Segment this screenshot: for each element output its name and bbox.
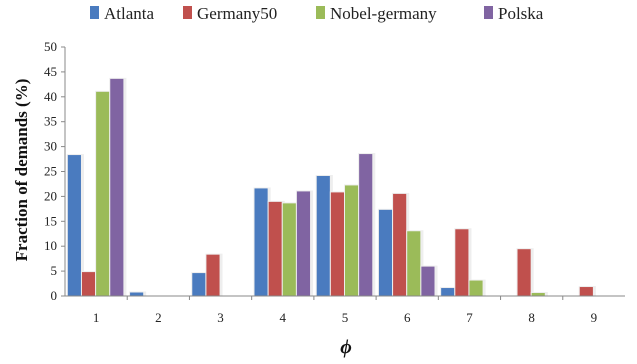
bar-atlanta-5 [316, 175, 330, 296]
bar-nobel-germany-6 [407, 231, 421, 296]
x-tick-label: 9 [591, 310, 598, 325]
bar-germany50-3 [206, 254, 220, 296]
y-tick-label: 50 [44, 39, 57, 54]
x-tick-label: 6 [404, 310, 411, 325]
y-tick-label: 45 [44, 64, 57, 79]
bar-germany50-4 [268, 201, 282, 296]
bar-nobel-germany-7 [469, 280, 483, 296]
x-tick-label: 4 [280, 310, 287, 325]
bar-nobel-germany-4 [282, 203, 296, 296]
bar-germany50-1 [81, 272, 96, 296]
bar-atlanta-1 [67, 155, 81, 296]
bar-atlanta-3 [192, 273, 206, 296]
legend-label-atlanta: Atlanta [104, 4, 154, 23]
y-tick-label: 30 [44, 139, 57, 154]
bar-atlanta-6 [378, 209, 393, 296]
chart-legend: Atlanta Germany50 Nobel-germany Polska [90, 4, 544, 23]
legend-label-polska: Polska [498, 4, 544, 23]
legend-swatch-nobel-germany [316, 6, 325, 19]
bar-atlanta-4 [254, 188, 268, 296]
x-tick-label: 1 [93, 310, 100, 325]
x-tick-label: 5 [342, 310, 349, 325]
bar-germany50-5 [330, 192, 344, 296]
x-tick-label: 2 [155, 310, 162, 325]
bar-germany50-8 [517, 249, 531, 296]
x-axis: 1 2 3 4 5 6 7 8 9 [65, 295, 625, 325]
y-axis-title: Fraction of demands (%) [12, 79, 31, 262]
y-tick-label: 15 [44, 213, 57, 228]
legend-swatch-atlanta [90, 6, 99, 19]
legend-swatch-polska [484, 6, 493, 19]
y-tick-label: 35 [44, 114, 57, 129]
bars [66, 77, 596, 296]
bar-nobel-germany-1 [96, 91, 110, 296]
bar-germany50-6 [393, 193, 407, 296]
bar-germany50-7 [455, 229, 469, 296]
bar-atlanta-2 [130, 292, 144, 296]
bar-nobel-germany-5 [345, 185, 359, 296]
legend-label-germany50: Germany50 [197, 4, 277, 23]
y-tick-label: 5 [51, 263, 58, 278]
y-tick-label: 10 [44, 238, 57, 253]
bar-polska-6 [421, 266, 435, 296]
bar-polska-5 [359, 154, 373, 296]
y-tick-label: 20 [44, 188, 57, 203]
y-axis: 0 5 10 15 20 25 30 35 40 45 50 [44, 39, 66, 303]
bar-germany50-9 [579, 287, 593, 296]
x-tick-label: 3 [217, 310, 224, 325]
y-tick-label: 0 [51, 288, 58, 303]
x-axis-title: ϕ [340, 336, 352, 358]
bar-polska-4 [296, 191, 311, 296]
legend-label-nobel-germany: Nobel-germany [330, 4, 437, 23]
x-tick-label: 8 [528, 310, 535, 325]
x-tick-label: 7 [466, 310, 473, 325]
bar-nobel-germany-8 [531, 293, 545, 296]
bar-polska-1 [110, 78, 124, 296]
legend-swatch-germany50 [183, 6, 192, 19]
y-tick-label: 25 [44, 164, 57, 179]
y-tick-label: 40 [44, 89, 57, 104]
bar-atlanta-7 [441, 288, 455, 296]
